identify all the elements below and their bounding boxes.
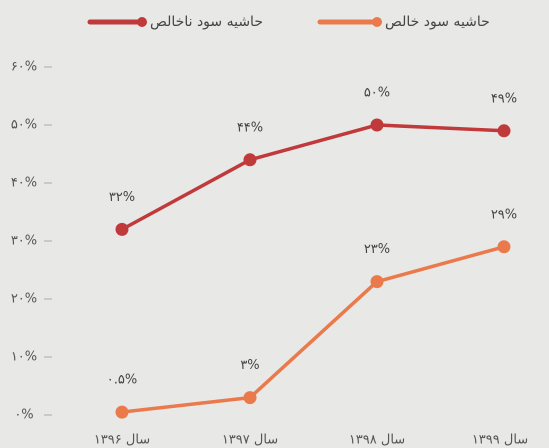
y-tick-label: ۳۰% — [11, 234, 37, 249]
data-label: ۴۹% — [491, 91, 517, 106]
x-tick-label: سال ۱۳۹۸ — [349, 433, 405, 448]
data-label: ۳% — [240, 358, 259, 373]
data-point — [115, 405, 129, 419]
y-tick-label: ۱۰% — [11, 350, 37, 365]
data-point — [497, 124, 511, 138]
data-point — [243, 153, 257, 167]
data-point — [115, 222, 129, 236]
legend-label: حاشیه سود ناخالص — [150, 14, 263, 30]
data-point — [370, 275, 384, 289]
data-point — [497, 240, 511, 254]
series-line — [121, 123, 505, 231]
legend-marker — [137, 17, 147, 27]
data-label: ۲۹% — [491, 207, 517, 222]
y-tick-label: ۵۰% — [11, 118, 37, 133]
data-label: ۲۳% — [364, 242, 390, 257]
x-tick-label: سال ۱۳۹۹ — [472, 433, 528, 448]
y-tick-label: ۴۰% — [11, 176, 37, 191]
data-label: ۳۲% — [109, 190, 135, 205]
series-line — [121, 245, 505, 414]
data-label: ۰.۵% — [107, 373, 137, 388]
x-tick-label: سال ۱۳۹۶ — [94, 433, 150, 448]
data-point — [243, 391, 257, 405]
y-tick-label: ۶۰% — [11, 60, 37, 75]
data-point — [370, 118, 384, 132]
legend-label: حاشیه سود خالص — [385, 14, 490, 30]
y-tick-label: ۲۰% — [11, 292, 37, 307]
legend-marker — [372, 17, 382, 27]
y-tick-label: ۰% — [14, 408, 33, 423]
x-tick-label: سال ۱۳۹۷ — [222, 433, 278, 448]
data-label: ۴۴% — [237, 120, 263, 135]
data-label: ۵۰% — [364, 86, 390, 101]
